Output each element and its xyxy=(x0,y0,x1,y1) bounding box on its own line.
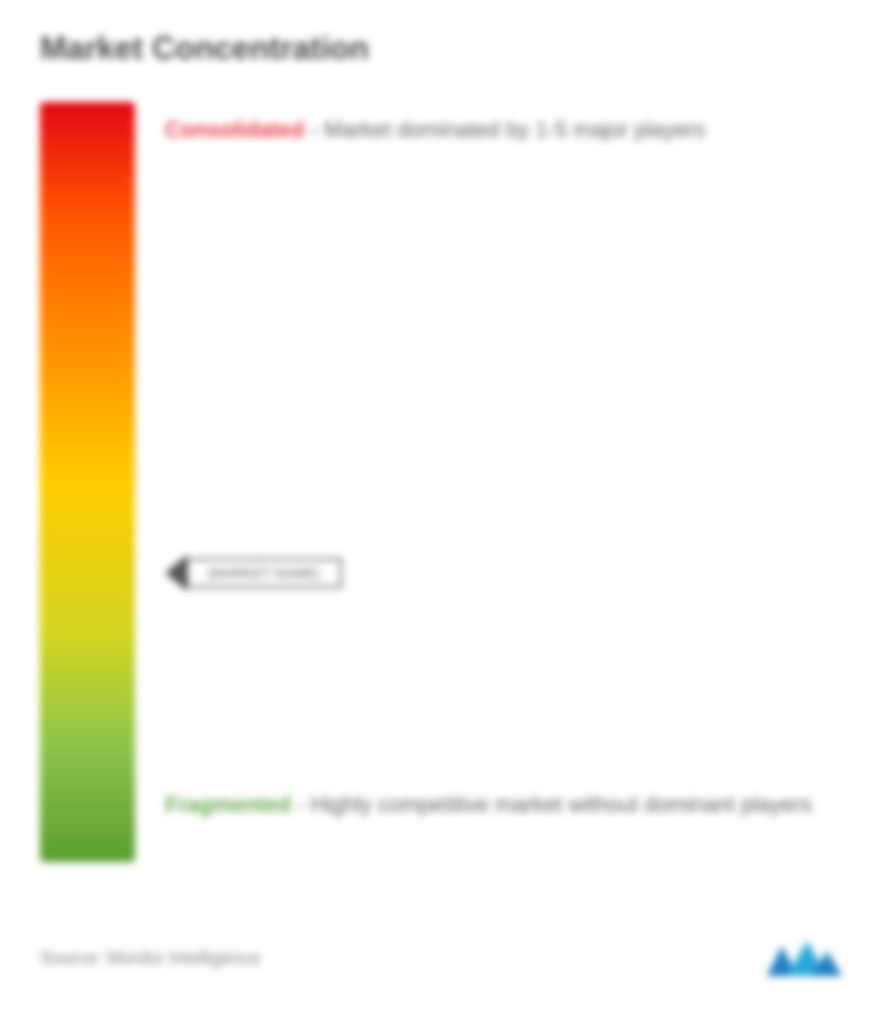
consolidated-term: Consolidated xyxy=(165,117,304,142)
indicator-label: (MARKET NAME) xyxy=(186,558,342,588)
chart-footer: Source: Mordor Intelligence xyxy=(40,926,852,981)
chart-title: Market Concentration xyxy=(40,30,852,67)
labels-area: Consolidated - Market dominated by 1-5 m… xyxy=(165,102,852,862)
fragmented-term: Fragmented xyxy=(165,792,291,817)
source-attribution: Source: Mordor Intelligence xyxy=(40,948,260,969)
market-position-indicator: (MARKET NAME) xyxy=(165,555,342,591)
chart-content: Consolidated - Market dominated by 1-5 m… xyxy=(40,102,852,901)
fragmented-description: - Highly competitive market without domi… xyxy=(297,792,812,817)
consolidated-label: Consolidated - Market dominated by 1-5 m… xyxy=(165,112,837,147)
fragmented-label: Fragmented - Highly competitive market w… xyxy=(165,787,837,822)
consolidated-description: - Market dominated by 1-5 major players xyxy=(310,117,705,142)
concentration-gradient-bar xyxy=(40,102,135,862)
indicator-arrow-icon xyxy=(165,555,187,591)
mordor-logo-icon xyxy=(762,936,852,981)
